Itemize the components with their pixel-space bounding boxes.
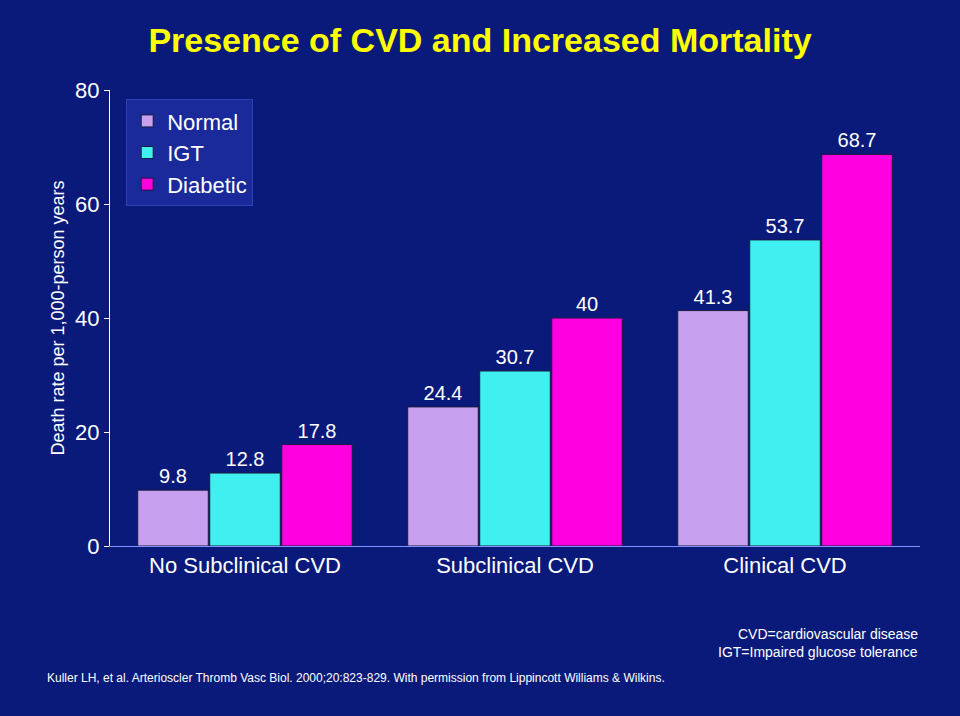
svg-text:53.7: 53.7	[766, 215, 805, 237]
svg-text:Kuller LH, et al. Arterioscler: Kuller LH, et al. Arterioscler Thromb Va…	[47, 671, 665, 685]
svg-text:60: 60	[75, 192, 99, 217]
svg-text:No Subclinical CVD: No Subclinical CVD	[149, 553, 341, 578]
svg-text:IGT: IGT	[167, 141, 204, 166]
svg-text:Clinical CVD: Clinical CVD	[723, 553, 846, 578]
svg-text:9.8: 9.8	[159, 465, 187, 487]
svg-text:Presence of CVD and Increased: Presence of CVD and Increased Mortality	[148, 21, 811, 59]
svg-text:40: 40	[576, 293, 598, 315]
svg-text:17.8: 17.8	[298, 420, 337, 442]
svg-text:Subclinical CVD: Subclinical CVD	[436, 553, 594, 578]
svg-text:68.7: 68.7	[838, 129, 877, 151]
svg-text:CVD=cardiovascular disease: CVD=cardiovascular disease	[738, 626, 918, 642]
svg-text:Diabetic: Diabetic	[167, 173, 246, 198]
svg-text:Death rate per 1,000-person ye: Death rate per 1,000-person years	[48, 180, 68, 455]
svg-text:24.4: 24.4	[424, 382, 463, 404]
svg-text:30.7: 30.7	[496, 346, 535, 368]
svg-text:IGT=Impaired glucose tolerance: IGT=Impaired glucose tolerance	[718, 644, 918, 660]
svg-text:41.3: 41.3	[694, 286, 733, 308]
svg-text:0: 0	[87, 534, 99, 559]
svg-text:12.8: 12.8	[226, 448, 265, 470]
svg-text:20: 20	[75, 420, 99, 445]
svg-text:Normal: Normal	[167, 110, 238, 135]
svg-text:80: 80	[75, 78, 99, 103]
svg-text:40: 40	[75, 306, 99, 331]
